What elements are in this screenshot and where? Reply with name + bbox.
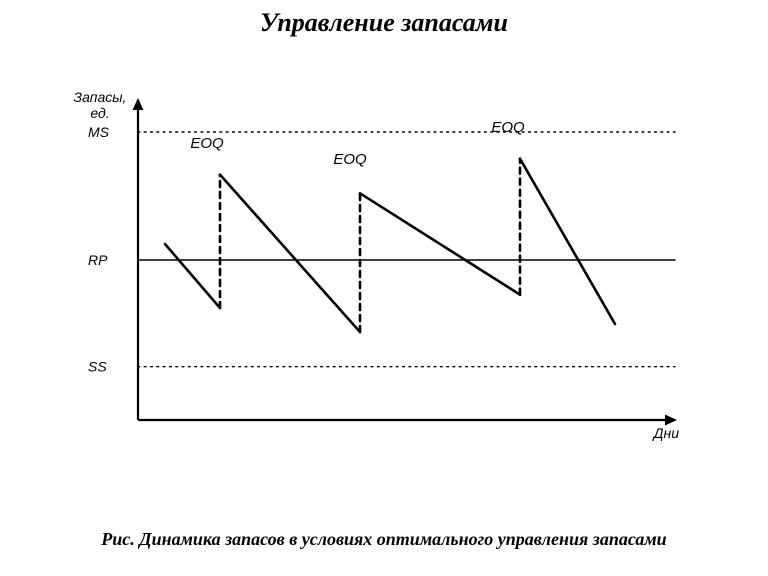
- svg-text:ед.: ед.: [90, 105, 109, 121]
- svg-text:EOQ: EOQ: [333, 151, 367, 168]
- chart-container: MS RP SS Запасы,ед. Дни EOQ EOQ EOQ: [60, 80, 700, 480]
- svg-text:EOQ: EOQ: [190, 135, 224, 152]
- page: Управление запасами MS RP SS Запасы,ед. Дни E…: [0, 0, 768, 576]
- inventory-chart: MS RP SS Запасы,ед. Дни EOQ EOQ EOQ: [60, 80, 700, 480]
- svg-text:EOQ: EOQ: [491, 119, 525, 136]
- svg-text:SS: SS: [88, 359, 107, 375]
- svg-text:RP: RP: [88, 252, 108, 268]
- page-title: Управление запасами: [0, 8, 768, 38]
- svg-text:Запасы,: Запасы,: [74, 89, 127, 105]
- figure-caption: Рис. Динамика запасов в условиях оптимал…: [0, 529, 768, 550]
- svg-text:MS: MS: [88, 124, 110, 140]
- svg-text:Дни: Дни: [652, 425, 680, 441]
